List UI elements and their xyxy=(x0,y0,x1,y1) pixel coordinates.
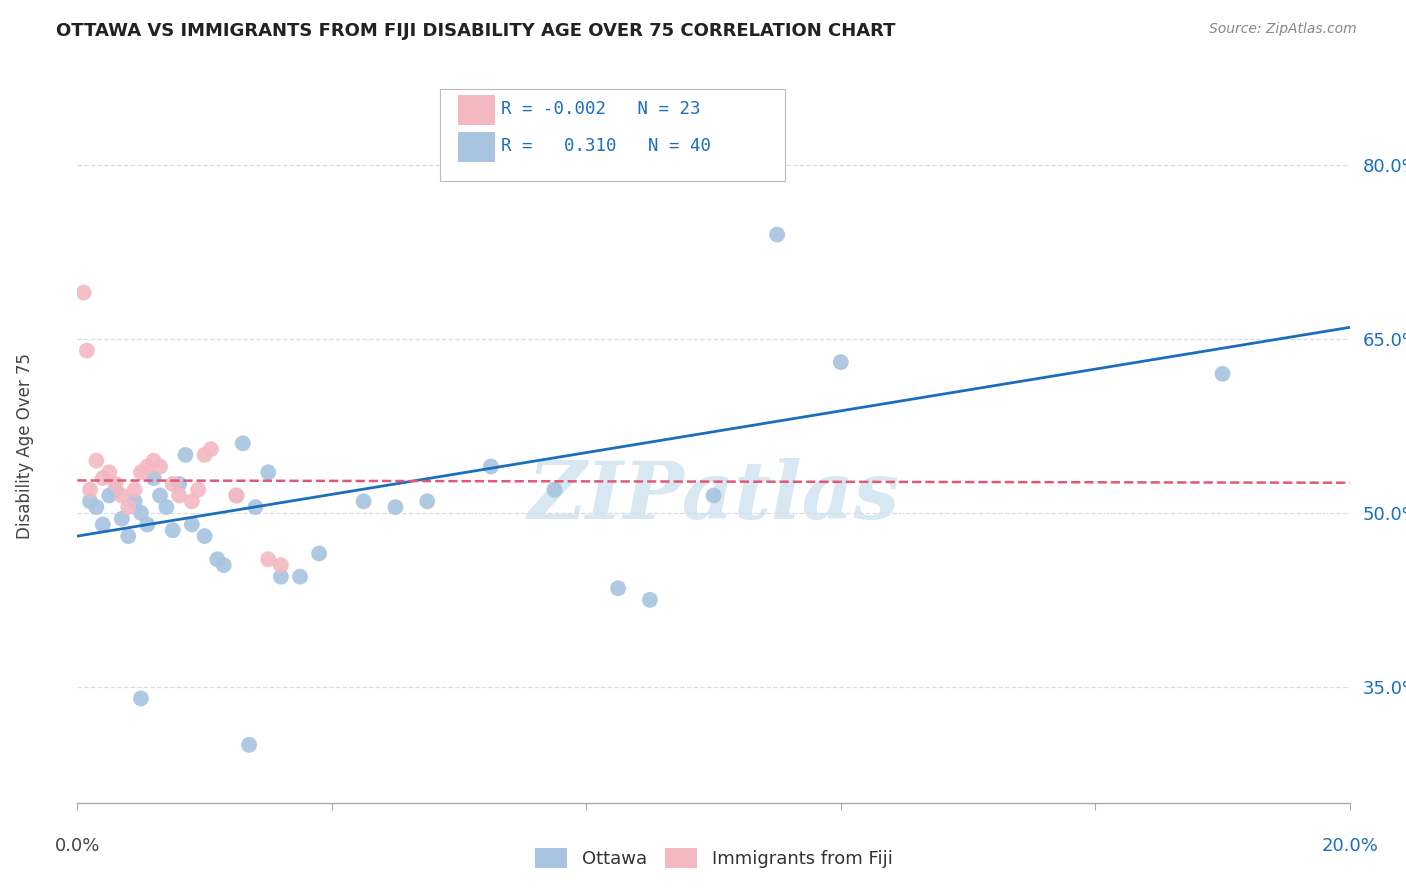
Point xyxy=(124,494,146,508)
Point xyxy=(212,558,235,573)
Point xyxy=(129,466,152,480)
Point xyxy=(91,517,114,532)
Point xyxy=(149,459,172,474)
Text: OTTAWA VS IMMIGRANTS FROM FIJI DISABILITY AGE OVER 75 CORRELATION CHART: OTTAWA VS IMMIGRANTS FROM FIJI DISABILIT… xyxy=(56,22,896,40)
Point xyxy=(479,459,502,474)
Point xyxy=(79,494,101,508)
Point xyxy=(155,500,177,515)
Point xyxy=(194,448,217,462)
Point xyxy=(245,500,267,515)
Point xyxy=(167,489,190,503)
Point xyxy=(91,471,114,485)
Point xyxy=(111,512,134,526)
Point xyxy=(238,738,260,752)
Point xyxy=(638,593,661,607)
Point xyxy=(232,436,254,450)
Point xyxy=(136,459,159,474)
Point xyxy=(162,477,184,491)
Text: Source: ZipAtlas.com: Source: ZipAtlas.com xyxy=(1209,22,1357,37)
Point xyxy=(1212,367,1234,381)
Point xyxy=(129,506,152,520)
Point xyxy=(207,552,229,566)
Point xyxy=(117,529,139,543)
Text: ZIPatlas: ZIPatlas xyxy=(527,458,900,535)
Point xyxy=(86,500,108,515)
Point xyxy=(194,529,217,543)
Point xyxy=(257,466,280,480)
Point xyxy=(384,500,406,515)
Text: Disability Age Over 75: Disability Age Over 75 xyxy=(17,353,34,539)
Point xyxy=(136,517,159,532)
Point xyxy=(142,454,165,468)
Point xyxy=(225,489,247,503)
Point xyxy=(703,489,725,503)
Point xyxy=(73,285,96,300)
Point xyxy=(149,489,172,503)
Point xyxy=(270,558,292,573)
Point xyxy=(187,483,209,497)
Point xyxy=(86,454,108,468)
Point xyxy=(830,355,852,369)
Point xyxy=(142,471,165,485)
Point xyxy=(174,448,197,462)
Point xyxy=(111,489,134,503)
Text: R = -0.002   N = 23: R = -0.002 N = 23 xyxy=(501,100,700,118)
Point xyxy=(353,494,375,508)
Point xyxy=(98,466,121,480)
Point xyxy=(79,483,101,497)
Point xyxy=(416,494,439,508)
Point xyxy=(225,489,247,503)
Point xyxy=(180,517,202,532)
Point xyxy=(257,552,280,566)
Point xyxy=(543,483,565,497)
Point xyxy=(200,442,222,457)
Point xyxy=(76,343,98,358)
Point xyxy=(270,570,292,584)
Point xyxy=(162,524,184,538)
Point xyxy=(117,500,139,515)
Legend: Ottawa, Immigrants from Fiji: Ottawa, Immigrants from Fiji xyxy=(529,842,898,874)
Text: 20.0%: 20.0% xyxy=(1322,837,1378,855)
Point xyxy=(167,477,190,491)
Point xyxy=(180,494,202,508)
Point xyxy=(98,489,121,503)
Point xyxy=(766,227,789,242)
Point xyxy=(124,483,146,497)
Point xyxy=(308,546,330,561)
Point xyxy=(104,477,127,491)
Point xyxy=(104,483,127,497)
Text: 0.0%: 0.0% xyxy=(55,837,100,855)
Point xyxy=(129,691,152,706)
Point xyxy=(288,570,311,584)
Point xyxy=(607,582,630,596)
Text: R =   0.310   N = 40: R = 0.310 N = 40 xyxy=(501,137,710,155)
